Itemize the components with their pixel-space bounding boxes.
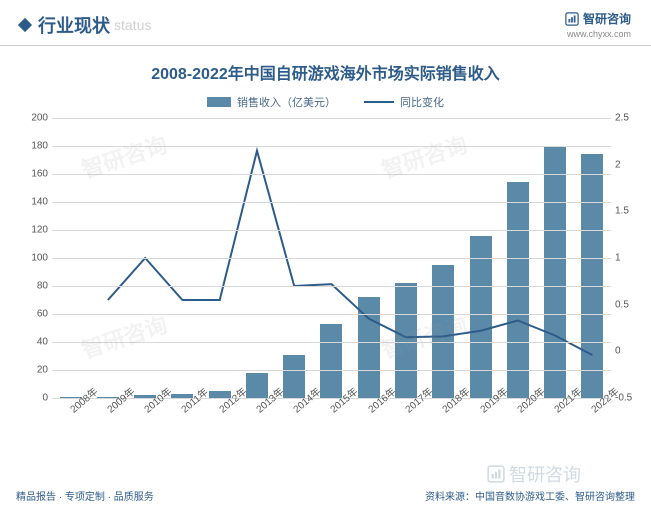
y-left-tick-label: 160 bbox=[20, 169, 48, 180]
gridline bbox=[52, 342, 611, 343]
section-subtitle: status bbox=[114, 17, 151, 33]
footer-right-source: 中国音数协游戏工委、智研咨询整理 bbox=[475, 492, 635, 503]
chart-legend: 销售收入（亿美元） 同比变化 bbox=[0, 94, 651, 110]
gridline bbox=[52, 146, 611, 147]
plot-region: 020406080100120140160180200-0.500.511.52… bbox=[52, 118, 611, 398]
legend-item-bar: 销售收入（亿美元） bbox=[207, 94, 336, 110]
y-right-tick-label: 0 bbox=[615, 346, 641, 357]
y-left-tick-label: 80 bbox=[20, 281, 48, 292]
y-left-tick-label: 140 bbox=[20, 197, 48, 208]
gridline bbox=[52, 230, 611, 231]
brand-line: 智研咨询 bbox=[565, 10, 631, 27]
brand-name: 智研咨询 bbox=[583, 10, 631, 27]
footer-right: 资料来源：中国音数协游戏工委、智研咨询整理 bbox=[425, 488, 635, 503]
header-left: 行业现状 status bbox=[20, 12, 151, 38]
gridline bbox=[52, 286, 611, 287]
legend-bar-swatch-icon bbox=[207, 97, 231, 107]
gridline bbox=[52, 118, 611, 119]
x-axis-labels: 2008年2009年2010年2011年2012年2013年2014年2015年… bbox=[52, 398, 611, 428]
bar bbox=[507, 182, 529, 398]
footer-right-prefix: 资料来源： bbox=[425, 492, 475, 503]
footer-watermark-logo-icon bbox=[487, 465, 505, 483]
chart-area: 020406080100120140160180200-0.500.511.52… bbox=[52, 118, 611, 428]
header-bar: 行业现状 status 智研咨询 www.chyxx.com bbox=[0, 0, 651, 46]
bar bbox=[470, 236, 492, 398]
bar bbox=[358, 297, 380, 398]
y-right-tick-label: 2 bbox=[615, 159, 641, 170]
bar bbox=[544, 146, 566, 398]
gridline bbox=[52, 174, 611, 175]
brand-logo-icon bbox=[565, 12, 579, 26]
gridline bbox=[52, 202, 611, 203]
gridline bbox=[52, 314, 611, 315]
section-title: 行业现状 bbox=[38, 12, 110, 38]
y-left-tick-label: 120 bbox=[20, 225, 48, 236]
legend-line-label: 同比变化 bbox=[400, 94, 444, 110]
y-left-tick-label: 100 bbox=[20, 253, 48, 264]
diamond-bullet-icon bbox=[18, 17, 32, 31]
gridline bbox=[52, 370, 611, 371]
y-right-tick-label: 1 bbox=[615, 253, 641, 264]
y-left-tick-label: 180 bbox=[20, 141, 48, 152]
legend-bar-label: 销售收入（亿美元） bbox=[237, 94, 336, 110]
footer-watermark-text: 智研咨询 bbox=[509, 461, 581, 487]
gridline bbox=[52, 258, 611, 259]
bar bbox=[581, 154, 603, 398]
y-left-tick-label: 60 bbox=[20, 309, 48, 320]
y-right-tick-label: 0.5 bbox=[615, 299, 641, 310]
footer-watermark: 智研咨询 bbox=[487, 461, 581, 487]
bar bbox=[432, 265, 454, 398]
y-left-tick-label: 20 bbox=[20, 365, 48, 376]
legend-line-swatch-icon bbox=[364, 101, 394, 103]
legend-item-line: 同比变化 bbox=[364, 94, 444, 110]
footer-bar: 精品报告 · 专项定制 · 品质服务 资料来源：中国音数协游戏工委、智研咨询整理 bbox=[0, 488, 651, 503]
bar bbox=[395, 283, 417, 398]
y-right-tick-label: 2.5 bbox=[615, 113, 641, 124]
chart-title: 2008-2022年中国自研游戏海外市场实际销售收入 bbox=[0, 60, 651, 84]
y-right-tick-label: 1.5 bbox=[615, 206, 641, 217]
y-left-tick-label: 200 bbox=[20, 113, 48, 124]
y-left-tick-label: 0 bbox=[20, 393, 48, 404]
y-left-tick-label: 40 bbox=[20, 337, 48, 348]
header-right: 智研咨询 www.chyxx.com bbox=[565, 10, 631, 39]
bar bbox=[320, 324, 342, 398]
brand-url: www.chyxx.com bbox=[565, 29, 631, 39]
footer-left: 精品报告 · 专项定制 · 品质服务 bbox=[16, 488, 154, 503]
